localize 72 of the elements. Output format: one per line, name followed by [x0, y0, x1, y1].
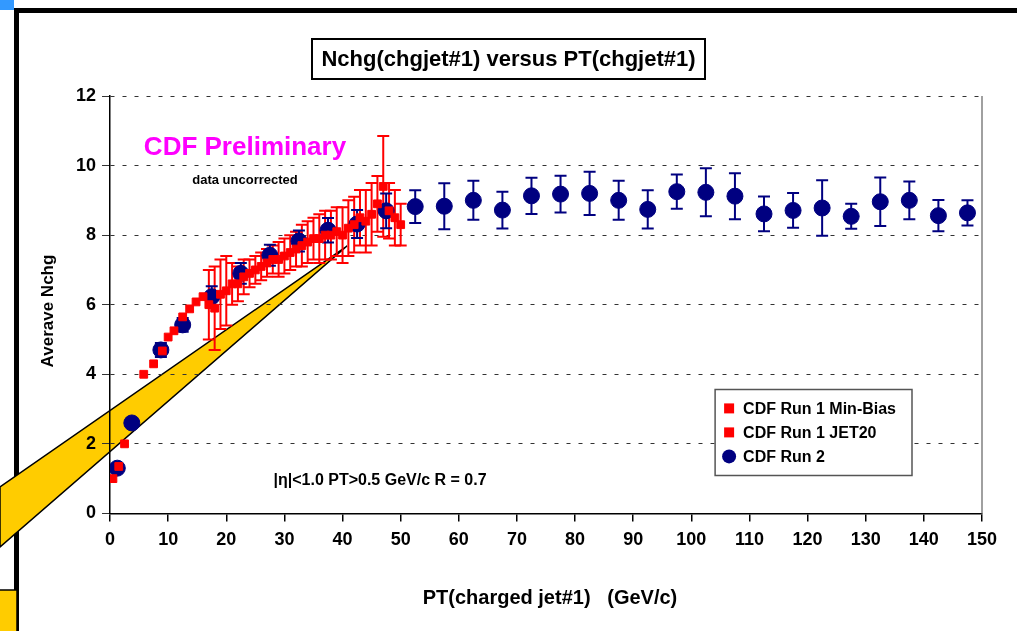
x-tick-label: 110	[734, 529, 764, 550]
point	[169, 326, 179, 336]
legend-label: CDF Run 1 Min-Bias	[743, 399, 897, 417]
y-tick-label: 0	[86, 502, 97, 523]
x-tick-label: 90	[623, 529, 644, 550]
point	[163, 332, 173, 342]
x-tick-label: 10	[158, 529, 179, 550]
point	[493, 201, 511, 219]
point	[221, 286, 231, 296]
point	[149, 359, 159, 369]
point	[367, 209, 376, 219]
point	[373, 199, 382, 209]
point	[958, 204, 976, 222]
point	[378, 182, 388, 191]
point	[191, 297, 201, 307]
point	[668, 183, 686, 201]
legend-label: CDF Run 2	[743, 447, 825, 465]
annotation: data uncorrected	[192, 171, 298, 187]
chart-title: Nchg(chgjet#1) versus PT(chgjet#1)	[311, 38, 706, 80]
point	[871, 193, 889, 211]
x-axis-title: PT(charged jet#1) (GeV/c)	[421, 586, 679, 609]
x-tick-label: 0	[105, 529, 116, 550]
point	[139, 369, 149, 379]
y-tick-label: 8	[86, 224, 97, 245]
y-tick-label: 12	[75, 84, 97, 105]
x-tick-label: 20	[216, 529, 237, 550]
point	[185, 304, 195, 314]
point	[435, 197, 453, 215]
point	[639, 200, 657, 218]
y-axis-title: Averave Nchg	[38, 254, 58, 368]
x-tick-label: 30	[274, 529, 295, 550]
point	[178, 312, 188, 322]
point	[390, 213, 400, 223]
x-tick-label: 140	[908, 529, 939, 550]
x-tick-label: 40	[332, 529, 353, 550]
legend-label: CDF Run 1 JET20	[743, 423, 877, 441]
annotation: CDF Preliminary	[143, 131, 347, 162]
point	[406, 198, 424, 216]
point	[210, 303, 220, 313]
x-tick-label: 50	[390, 529, 411, 550]
x-tick-label: 120	[792, 529, 823, 550]
point	[581, 184, 599, 202]
point	[784, 201, 802, 219]
point	[842, 207, 860, 225]
point	[813, 199, 831, 217]
x-tick-label: 80	[565, 529, 586, 550]
point	[900, 191, 918, 209]
annotation: |η|<1.0 PT>0.5 GeV/c R = 0.7	[273, 471, 487, 489]
point	[755, 205, 773, 223]
x-tick-label: 70	[506, 529, 527, 550]
point	[120, 439, 129, 449]
x-tick-label: 130	[850, 529, 881, 550]
y-tick-label: 2	[86, 432, 97, 453]
y-tick-label: 10	[75, 154, 97, 175]
y-tick-label: 6	[86, 293, 97, 314]
y-tick-label: 4	[86, 363, 97, 384]
point	[522, 187, 540, 205]
point	[464, 191, 482, 209]
point	[338, 230, 347, 240]
point	[610, 191, 628, 209]
point	[396, 220, 406, 230]
x-tick-label: 60	[448, 529, 469, 550]
point	[929, 207, 947, 225]
x-tick-label: 150	[966, 529, 998, 550]
point	[233, 279, 243, 289]
point	[198, 292, 208, 302]
x-tick-label: 100	[676, 529, 707, 550]
point	[552, 185, 570, 203]
point	[123, 414, 141, 432]
point	[361, 216, 371, 226]
point	[697, 183, 715, 201]
point	[726, 187, 744, 205]
